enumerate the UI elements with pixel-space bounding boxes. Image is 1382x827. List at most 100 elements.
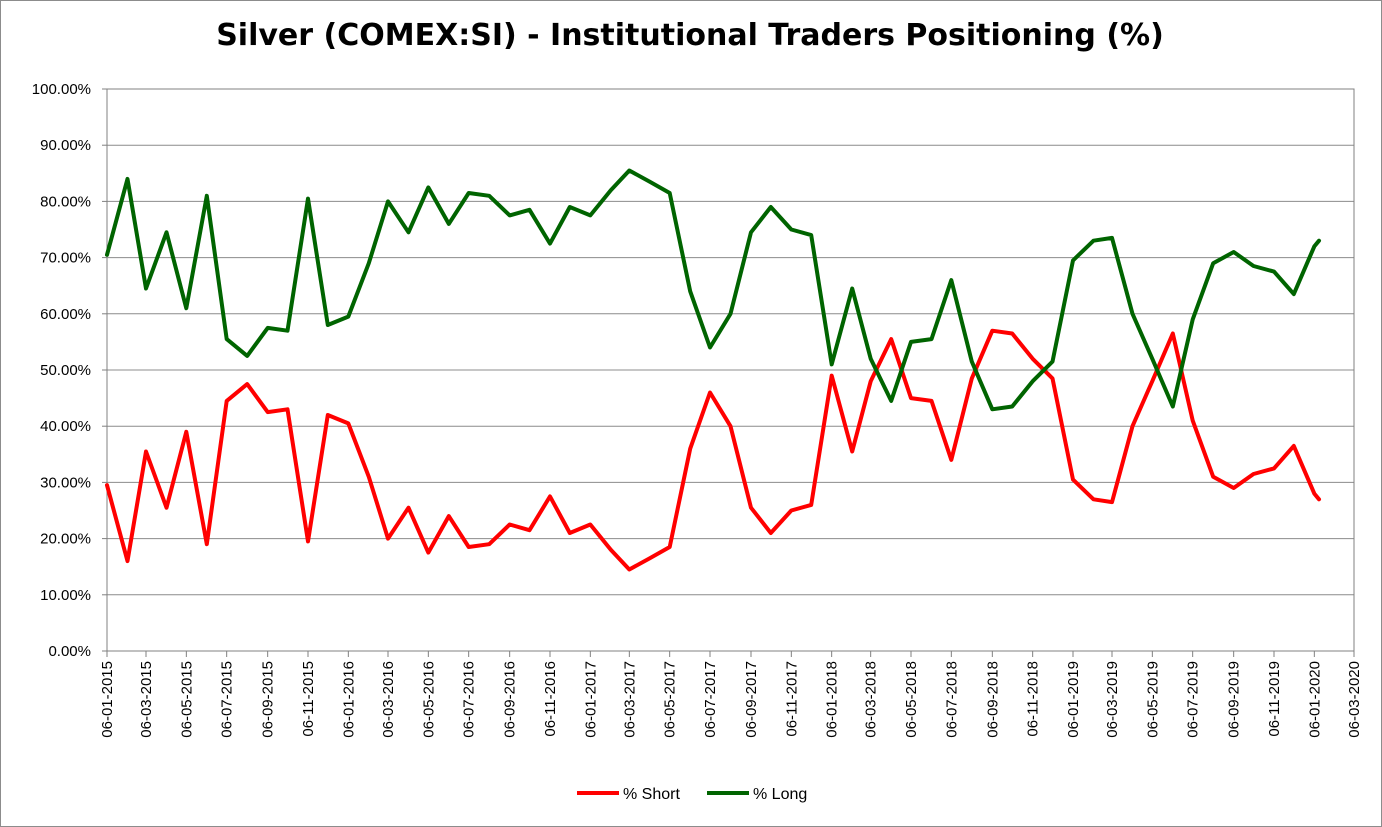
data-point [589, 214, 591, 216]
x-tick-label: 06-03-2019 [1104, 661, 1121, 738]
data-point [890, 338, 892, 340]
data-point [610, 189, 612, 191]
data-point [246, 355, 248, 357]
x-tick-label: 06-11-2017 [783, 661, 800, 737]
data-point [689, 290, 691, 292]
data-point [206, 195, 208, 197]
data-point [831, 375, 833, 377]
data-point [950, 279, 952, 281]
data-point [488, 195, 490, 197]
data-point [246, 383, 248, 385]
data-point [166, 231, 167, 233]
x-tick-label: 06-11-2016 [542, 661, 559, 737]
data-point [1151, 358, 1153, 360]
x-tick-label: 06-03-2020 [1346, 661, 1363, 738]
data-point [890, 400, 892, 402]
data-point [1111, 237, 1113, 239]
data-point [1093, 498, 1094, 500]
data-point [1072, 479, 1074, 481]
y-tick-label: 70.00% [40, 250, 91, 267]
data-point [408, 231, 409, 233]
data-point [347, 316, 349, 318]
y-axis-ticks: 0.00% 10.00% 20.00% 30.00% 40.00% 50.00% 60.00… [32, 81, 107, 660]
y-tick-label: 80.00% [40, 193, 91, 210]
data-point [790, 510, 792, 511]
data-point [991, 408, 993, 410]
data-point [950, 459, 952, 461]
series-lines [105, 168, 1321, 572]
data-point [569, 532, 571, 534]
data-point [185, 307, 187, 309]
data-point [549, 495, 551, 497]
plot-area-border [106, 88, 1355, 652]
data-point [1032, 380, 1034, 382]
data-point [427, 186, 429, 188]
data-point [649, 557, 651, 559]
y-tick-label: 10.00% [40, 587, 91, 604]
y-tick-label: 0.00% [48, 643, 91, 660]
data-point [628, 569, 630, 570]
data-point [931, 400, 932, 402]
data-point [368, 476, 370, 478]
data-point [1192, 318, 1194, 320]
x-tick-label: 06-07-2018 [943, 661, 960, 738]
x-tick-label: 06-01-2018 [824, 661, 841, 738]
data-point [1132, 313, 1133, 315]
data-point [1072, 259, 1074, 261]
data-point [790, 229, 792, 230]
x-tick-label: 06-01-2016 [340, 661, 357, 738]
data-point [106, 254, 108, 256]
data-point [810, 234, 812, 236]
data-point [1011, 333, 1013, 334]
data-point [1212, 476, 1214, 478]
x-tick-label: 06-03-2015 [138, 661, 155, 738]
data-point [810, 504, 812, 506]
x-tick-label: 06-03-2016 [380, 661, 397, 738]
y-tick-label: 90.00% [40, 137, 91, 154]
x-tick-label: 06-05-2017 [662, 661, 679, 738]
data-point [589, 524, 591, 525]
data-point [669, 192, 671, 194]
data-point [127, 178, 128, 180]
x-tick-label: 06-05-2018 [903, 661, 920, 738]
data-point [1011, 406, 1013, 407]
chart-title: Silver (COMEX:SI) - Institutional Trader… [216, 18, 1164, 53]
data-point [1313, 493, 1315, 495]
x-tick-label: 06-11-2018 [1025, 661, 1042, 737]
data-point [1132, 425, 1133, 427]
data-point [206, 543, 208, 545]
y-tick-label: 100.00% [32, 81, 91, 98]
data-point [1032, 358, 1034, 360]
data-point [1233, 487, 1235, 489]
data-point [669, 546, 671, 548]
data-point [851, 451, 853, 452]
data-point [387, 200, 389, 202]
x-tick-label: 06-03-2018 [863, 661, 880, 738]
data-point [870, 358, 872, 360]
data-point [145, 288, 147, 289]
data-point [971, 361, 973, 363]
data-point [1313, 245, 1315, 247]
data-point [327, 324, 329, 326]
data-point [408, 507, 409, 509]
data-point [448, 223, 450, 225]
data-point [468, 546, 470, 548]
data-point [106, 484, 108, 486]
x-tick-label: 06-01-2015 [99, 661, 116, 738]
x-tick-label: 06-01-2019 [1065, 661, 1082, 738]
data-point [870, 380, 872, 382]
x-tick-label: 06-09-2017 [743, 661, 760, 738]
data-point [1151, 380, 1153, 382]
data-point [770, 532, 772, 534]
x-tick-label: 06-09-2019 [1226, 661, 1243, 738]
data-point [1233, 251, 1235, 253]
data-point [307, 198, 309, 200]
data-point [1273, 467, 1275, 469]
x-tick-label: 06-03-2017 [621, 661, 638, 738]
legend: % Short % Long [577, 786, 807, 803]
data-point [127, 560, 128, 562]
data-point [1212, 262, 1214, 264]
gridlines [107, 88, 1354, 652]
x-tick-label: 06-11-2019 [1266, 661, 1283, 737]
